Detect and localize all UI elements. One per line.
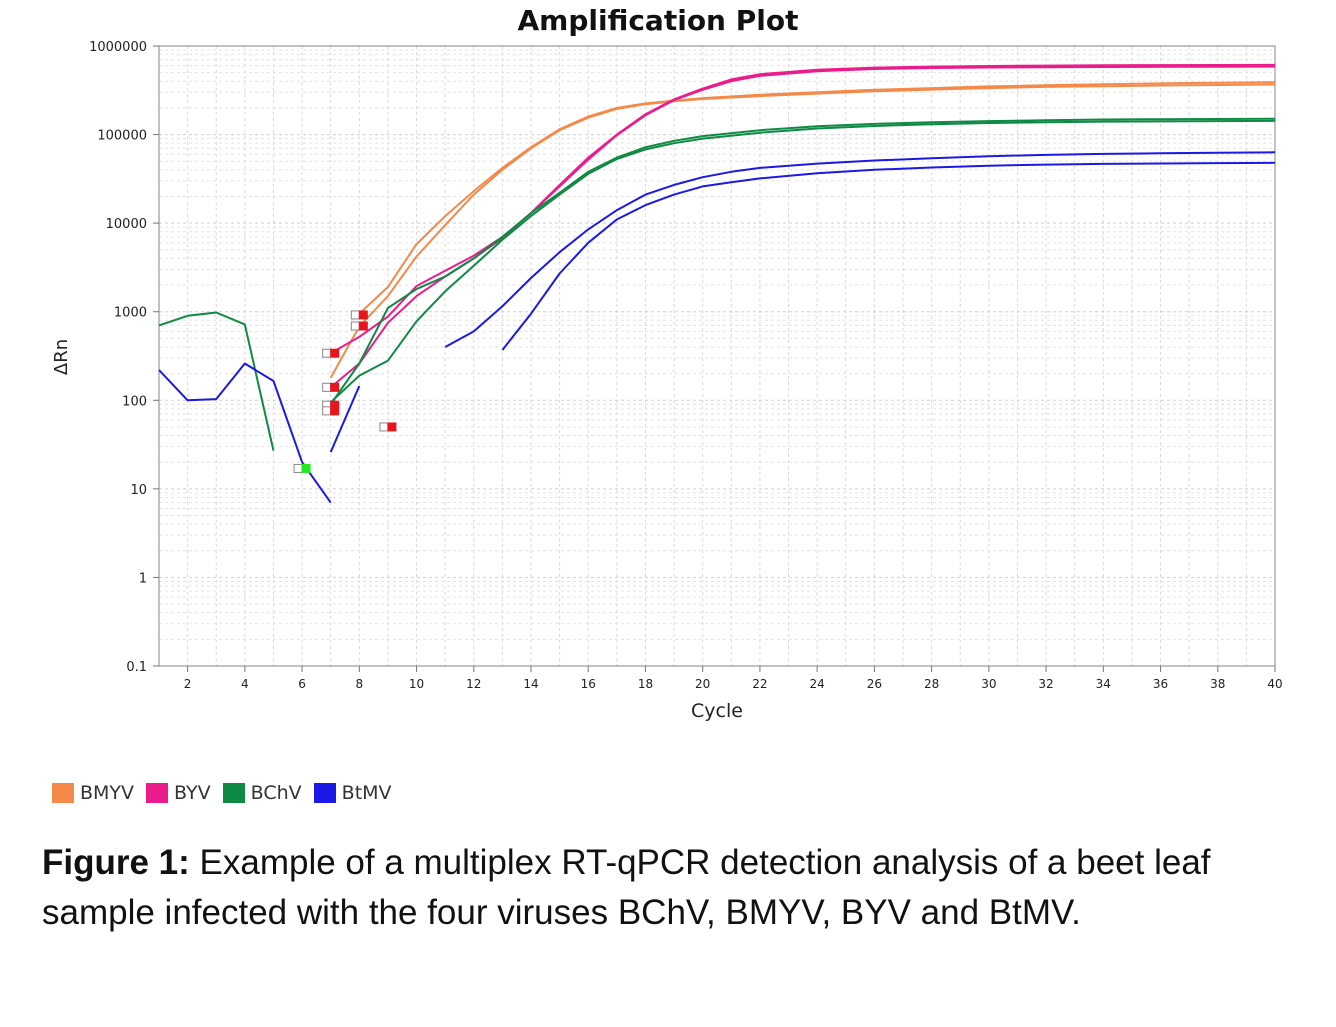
x-tick-label: 34 <box>1096 677 1111 691</box>
chart-title: Amplification Plot <box>518 4 799 37</box>
x-tick-label: 24 <box>810 677 825 691</box>
y-axis-label: ΔRn <box>51 339 72 375</box>
threshold-marker-box <box>322 406 332 416</box>
x-tick-label: 20 <box>695 677 710 691</box>
series-line-bchv <box>158 311 275 451</box>
legend-label: BtMV <box>341 782 392 804</box>
threshold-marker-box <box>379 422 389 432</box>
threshold-marker <box>330 406 340 416</box>
x-tick-label: 14 <box>523 677 538 691</box>
x-tick-label: 18 <box>638 677 653 691</box>
x-tick-label: 28 <box>924 677 939 691</box>
legend: BMYV BYV BChV BtMV <box>52 782 396 804</box>
grid-lines <box>158 46 1276 667</box>
x-tick-label: 26 <box>867 677 882 691</box>
y-tick-label: 100000 <box>97 129 147 144</box>
y-tick-label: 0.1 <box>126 660 147 675</box>
x-tick-label: 32 <box>1038 677 1053 691</box>
legend-swatch <box>146 783 169 803</box>
y-tick-label: 100 <box>122 394 147 409</box>
legend-swatch <box>222 783 245 803</box>
y-tick-label: 1000000 <box>89 40 147 55</box>
x-tick-label: 22 <box>752 677 767 691</box>
legend-swatch <box>313 783 336 803</box>
x-tick-label: 6 <box>298 677 306 691</box>
series-line-bchv <box>329 117 1276 405</box>
x-tick-label: 40 <box>1267 677 1282 691</box>
series-line-btmv <box>329 385 361 453</box>
x-tick-label: 30 <box>981 677 996 691</box>
x-tick-label: 4 <box>241 677 249 691</box>
threshold-marker <box>387 422 397 432</box>
legend-label: BMYV <box>80 782 135 804</box>
threshold-marker <box>330 382 340 392</box>
caption-label: Figure 1: <box>42 843 190 882</box>
legend-label: BChV <box>250 782 302 804</box>
threshold-marker-box <box>350 321 360 331</box>
legend-item-byv[interactable]: BYV <box>146 782 211 804</box>
threshold-marker-box <box>322 382 332 392</box>
caption-text: Example of a multiplex RT-qPCR detection… <box>42 843 1211 932</box>
threshold-marker <box>358 321 368 331</box>
series-lines <box>158 63 1276 504</box>
x-tick-label: 16 <box>581 677 596 691</box>
threshold-markers <box>293 310 397 473</box>
series-line-btmv <box>501 161 1276 351</box>
series-line-bchv <box>330 119 1276 404</box>
legend-item-bmyv[interactable]: BMYV <box>52 782 134 804</box>
series-line-btmv <box>444 151 1276 348</box>
x-axis-label: Cycle <box>691 700 743 722</box>
y-tick-label: 1 <box>139 571 147 586</box>
x-tick-label: 38 <box>1210 677 1225 691</box>
legend-swatch <box>52 783 74 803</box>
y-tick-label: 10000 <box>106 217 147 232</box>
legend-label: BYV <box>174 782 211 804</box>
threshold-marker <box>330 348 340 358</box>
y-tick-label: 10 <box>130 483 147 498</box>
legend-item-btmv[interactable]: BtMV <box>313 782 392 804</box>
threshold-marker-box <box>322 348 332 358</box>
y-tick-label: 1000 <box>114 306 147 321</box>
threshold-marker-box <box>293 463 303 473</box>
series-line-bmyv <box>329 83 1276 379</box>
figure-caption: Figure 1: Example of a multiplex RT-qPCR… <box>42 838 1302 938</box>
x-tick-label: 8 <box>355 677 363 691</box>
legend-item-bchv[interactable]: BChV <box>222 782 302 804</box>
x-tick-label: 36 <box>1153 677 1168 691</box>
threshold-marker-box <box>350 310 360 320</box>
threshold-marker <box>301 463 311 473</box>
x-tick-label: 10 <box>409 677 424 691</box>
x-tick-label: 2 <box>184 677 192 691</box>
series-line-btmv <box>158 362 332 504</box>
plot-frame <box>158 45 1276 667</box>
threshold-marker <box>358 310 368 320</box>
x-tick-label: 12 <box>466 677 481 691</box>
